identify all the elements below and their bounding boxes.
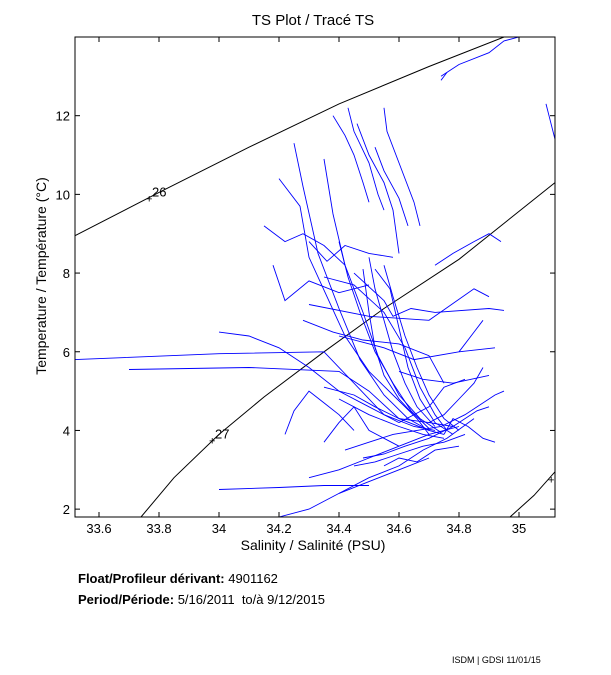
float-label: Float/Profileur dérivant: [78,571,225,586]
contour-marker-2: + [548,475,554,487]
profile-line-26 [278,457,430,517]
profile-line-30 [428,367,484,423]
contour-label-26: 26 [152,184,166,199]
profile-line-17 [362,269,430,435]
profile-line-25 [344,390,505,451]
density-contour-2 [509,471,555,517]
profile-line-12 [353,272,505,317]
profile-line-9 [323,276,448,431]
profile-line-13 [308,288,490,321]
x-tick-label: 34.6 [386,521,411,536]
end-date: 9/12/2015 [267,592,325,607]
period-info-line: Period/Période: 5/16/2011 to/à 9/12/2015 [78,592,325,607]
profile-line-45 [383,445,460,467]
y-axis-label: Temperature / Température (°C) [33,177,49,375]
profile-line-11 [278,178,418,419]
profile-line-16 [308,241,394,262]
profile-line-14 [338,335,496,361]
y-tick-label: 8 [63,266,70,281]
x-tick-label: 33.6 [86,521,111,536]
profile-line-6 [374,268,454,435]
profile-line-1 [75,351,436,431]
profile-line-7 [338,241,430,429]
profile-line-38 [440,37,520,77]
profile-line-22 [353,433,466,467]
float-id: 4901162 [228,571,278,586]
profile-line-3 [293,143,430,431]
chart-title: TS Plot / Tracé TS [252,12,374,29]
density-contour-26 [75,37,505,237]
profile-line-20 [338,398,445,439]
profile-line-35 [356,123,400,254]
y-tick-label: 4 [63,423,70,438]
profile-line-40 [545,103,555,140]
profile-line-24 [308,426,460,479]
plot-frame [74,36,556,518]
profile-line-39 [440,72,448,81]
x-tick-label: 34.4 [326,521,351,536]
y-tick-label: 2 [63,502,70,517]
profile-line-43 [458,320,484,353]
profile-line-44 [398,370,490,384]
to-label: to/à [241,592,264,607]
contour-marker-26: + [146,193,152,205]
profile-line-21 [362,406,490,459]
period-label: Period/Période: [78,592,175,607]
profile-line-42 [434,233,502,266]
y-tick-label: 12 [56,109,70,124]
y-tick-label: 6 [63,345,70,360]
profile-line-10 [302,319,445,384]
profile-line-34 [347,107,385,211]
profile-line-19 [323,386,454,427]
x-tick-label: 35 [512,521,526,536]
profile-line-2 [128,367,445,435]
profile-line-28 [284,390,355,435]
profile-line-36 [374,147,409,227]
profile-line-18 [218,331,400,423]
profile-line-31 [443,417,496,443]
y-tick-label: 10 [56,187,70,202]
x-tick-label: 33.8 [146,521,171,536]
x-tick-label: 34.2 [266,521,291,536]
contour-label-27: 27 [215,426,229,441]
footer-credit: ISDM | GDSI 11/01/15 [452,655,541,665]
profile-line-32 [398,378,466,423]
x-tick-label: 34 [212,521,226,536]
profile-line-8 [383,265,460,431]
profile-line-4 [323,158,442,433]
x-tick-label: 34.8 [446,521,471,536]
profile-line-23 [338,418,475,494]
profile-line-27 [218,485,369,490]
contour-marker-27: + [209,435,215,447]
profile-line-33 [332,115,370,203]
start-date: 5/16/2011 [177,592,235,607]
profile-line-15 [272,265,370,302]
x-axis-label: Salinity / Salinité (PSU) [241,537,386,553]
float-info-line: Float/Profileur dérivant: 4901162 [78,571,278,586]
profile-line-29 [323,406,400,447]
density-contour-27 [140,182,555,517]
profile-line-37 [383,107,421,227]
profile-line-41 [263,225,346,266]
